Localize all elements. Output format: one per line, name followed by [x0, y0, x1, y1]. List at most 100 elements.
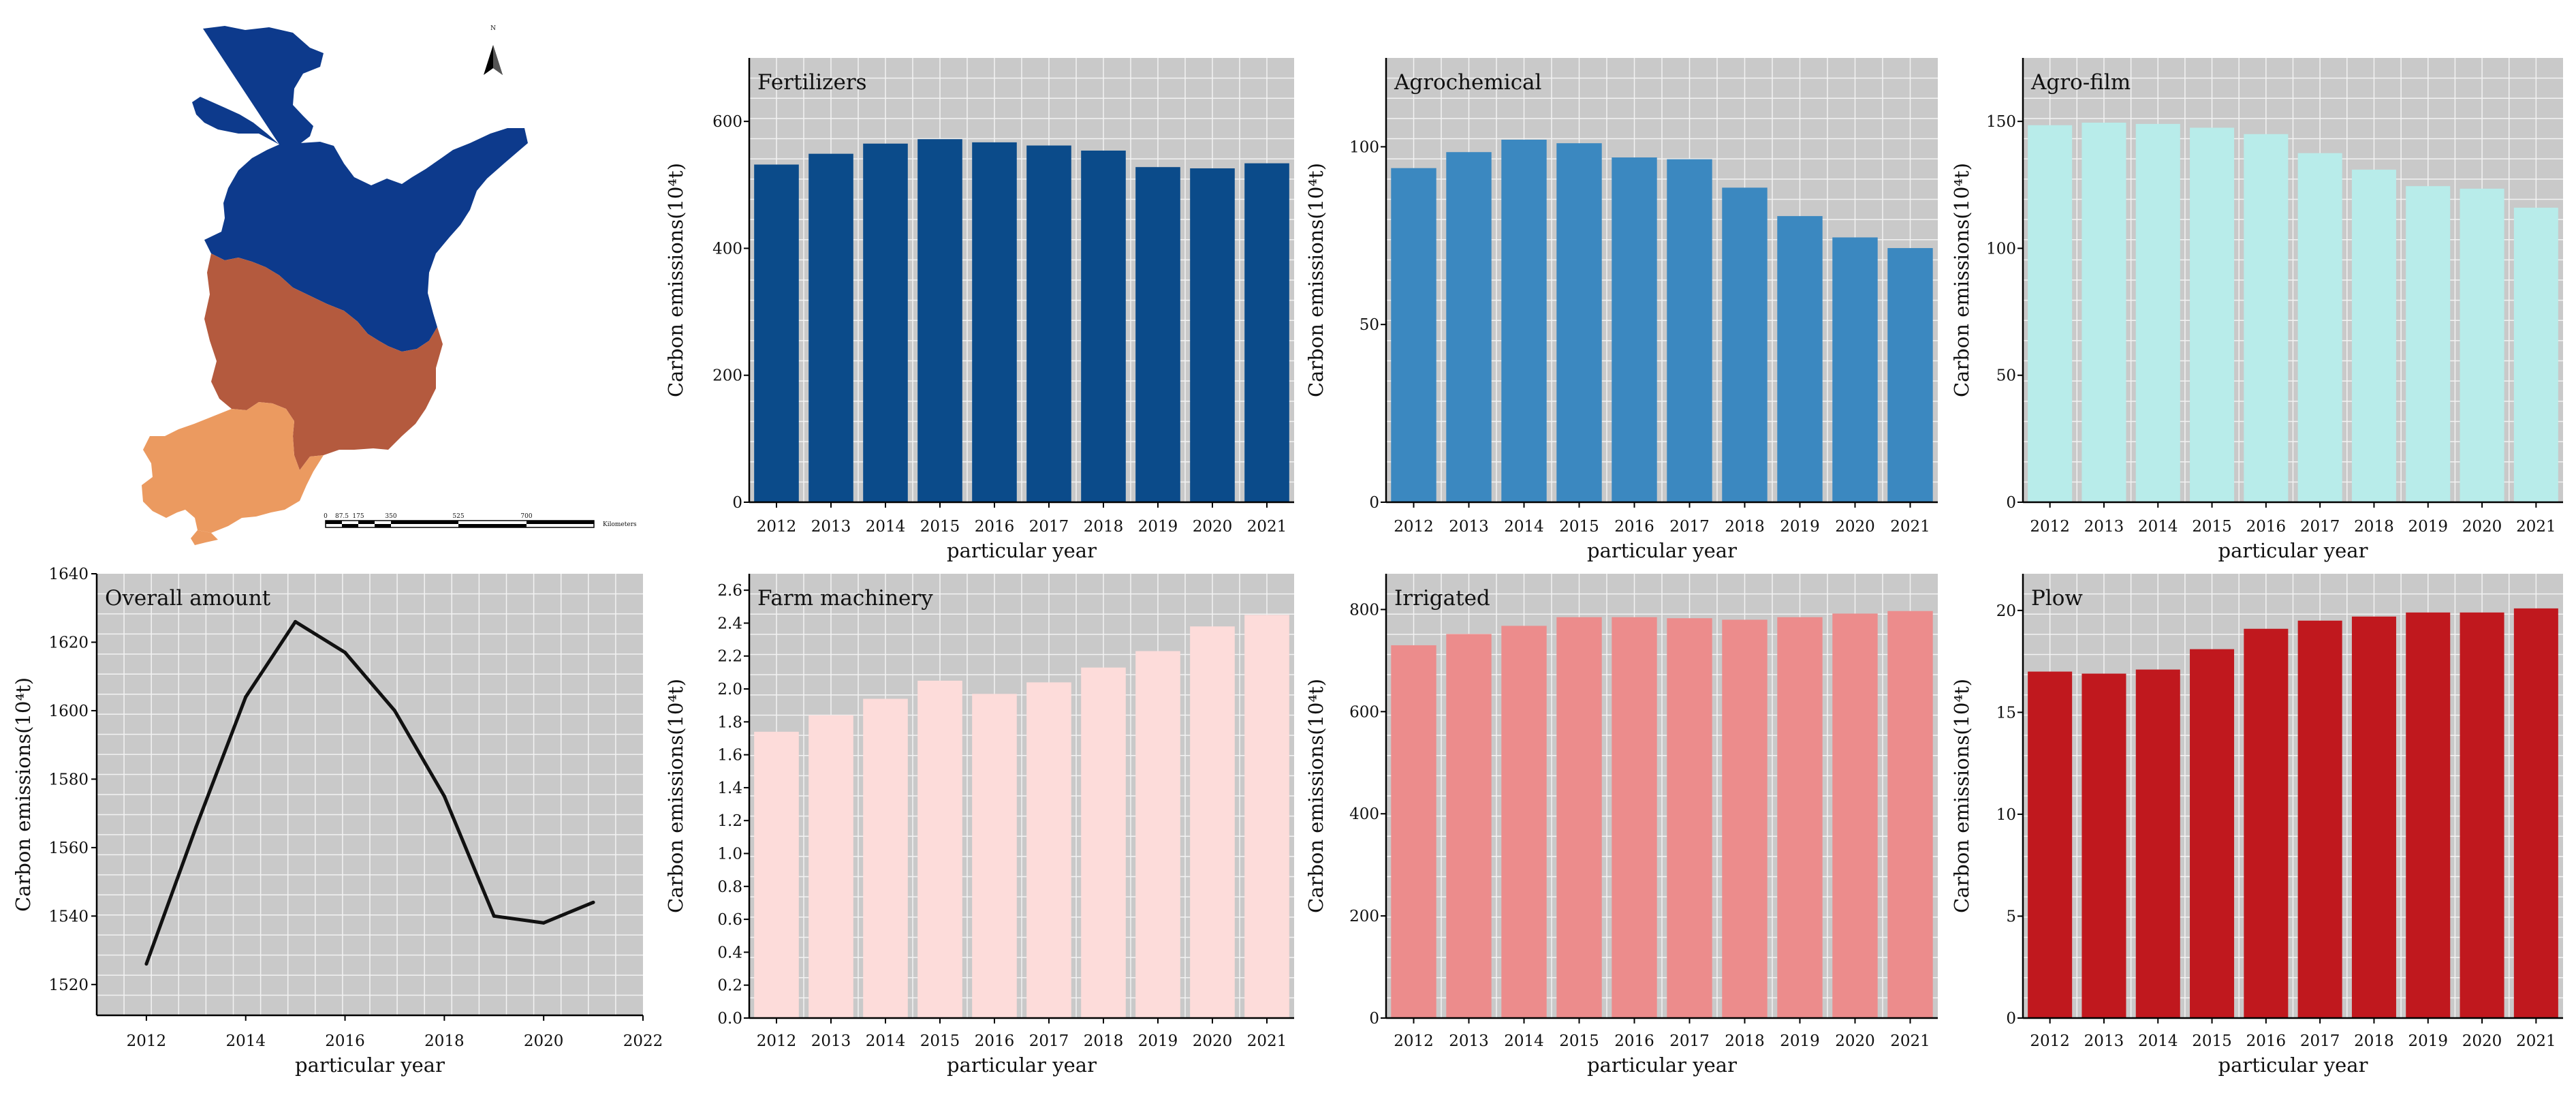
scale-unit-label: Kilometers	[603, 521, 637, 528]
bar	[1026, 145, 1071, 503]
bar	[1777, 617, 1823, 1018]
y-tick-label: 50	[1360, 316, 1379, 334]
chart-panel-farm-machinery: 2012 2013 2014 2015 2016 2017 2018 2019 2020 2021…	[664, 574, 1294, 1077]
x-tick-label: 2013	[2084, 1032, 2124, 1050]
x-tick-label: 2014	[225, 1032, 266, 1050]
bar	[1612, 617, 1657, 1018]
y-tick-label: 1520	[48, 976, 89, 994]
scale-label: 525	[452, 513, 464, 520]
bar	[1722, 187, 1768, 502]
x-tick-label: 2021	[1247, 1032, 1287, 1050]
x-tick-label: 2021	[1890, 518, 1930, 536]
y-tick-label: 1.8	[717, 713, 742, 731]
bar	[1832, 613, 1878, 1018]
bar	[1556, 617, 1602, 1018]
scale-label: 0	[324, 513, 328, 520]
bar	[1244, 163, 1289, 503]
x-tick-label: 2020	[524, 1032, 564, 1050]
y-axis-label: Carbon emissions(10⁴t)	[664, 163, 687, 397]
y-tick-label: 1.4	[717, 780, 742, 797]
x-tick-label: 2021	[1890, 1032, 1930, 1050]
bar	[2082, 123, 2126, 502]
scale-bar	[325, 520, 595, 528]
chart-panel-fertilizers: 2012 2013 2014 2015 2016 2017 2018 2019 2020 2021…	[664, 58, 1294, 562]
y-tick-label: 2.6	[717, 582, 742, 600]
data-point	[392, 709, 396, 713]
y-tick-label: 0	[732, 494, 742, 512]
y-axis-label: Carbon emissions(10⁴t)	[1950, 163, 1973, 397]
chart-title: Agrochemical	[1394, 70, 1541, 95]
y-tick-label: 0.2	[717, 977, 742, 995]
bar	[1190, 626, 1235, 1018]
x-tick-label: 2015	[1559, 1032, 1599, 1050]
y-tick-label: 2.0	[717, 681, 742, 698]
bar	[1722, 619, 1768, 1018]
x-tick-label: 2012	[757, 518, 797, 536]
x-tick-label: 2020	[1835, 1032, 1875, 1050]
bar	[1501, 626, 1547, 1018]
bar	[2513, 608, 2558, 1018]
y-axis-label: Carbon emissions(10⁴t)	[1304, 163, 1328, 397]
x-tick-label: 2017	[1669, 1032, 1710, 1050]
y-tick-label: 200	[1349, 908, 1379, 925]
x-tick-label: 2014	[2138, 518, 2178, 536]
x-tick-label: 2021	[2516, 518, 2556, 536]
x-tick-label: 2012	[1394, 518, 1434, 536]
chart-panel-plow: 2012 2013 2014 2015 2016 2017 2018 2019 2020 2021…	[1950, 574, 2563, 1077]
y-tick-label: 600	[1349, 703, 1379, 721]
x-tick-label: 2014	[866, 1032, 906, 1050]
bar	[2460, 188, 2504, 502]
bar	[754, 731, 799, 1018]
x-tick-label: 2013	[1449, 1032, 1489, 1050]
bar	[1135, 167, 1180, 502]
x-tick-label: 2019	[2408, 518, 2448, 536]
x-tick-label: 2018	[1084, 1032, 1124, 1050]
x-tick-label: 2018	[1725, 518, 1765, 536]
x-tick-label: 2019	[2408, 1032, 2448, 1050]
map-region-north	[192, 26, 528, 352]
y-axis-label: Carbon emissions(10⁴t)	[1950, 679, 1973, 913]
data-point	[442, 795, 446, 799]
series-line	[144, 619, 595, 965]
x-tick-label: 2012	[1394, 1032, 1434, 1050]
x-tick-label: 2018	[1084, 518, 1124, 536]
x-tick-label: 2018	[1725, 1032, 1765, 1050]
y-tick-label: 200	[712, 367, 742, 385]
chart-title: Overall amount	[105, 586, 271, 611]
bar	[808, 153, 853, 502]
chart-title: Plow	[2031, 586, 2083, 611]
x-axis-label: particular year	[947, 539, 1097, 562]
x-tick-label: 2012	[757, 1032, 797, 1050]
north-arrow-icon	[484, 45, 503, 75]
x-tick-label: 2012	[127, 1032, 167, 1050]
chart-panel-agro-film: 2012 2013 2014 2015 2016 2017 2018 2019 2020 2021…	[1950, 58, 2563, 562]
bar	[1887, 248, 1933, 502]
data-point	[343, 651, 347, 655]
x-tick-label: 2013	[811, 1032, 851, 1050]
bar	[1081, 150, 1126, 502]
x-tick-label: 2018	[2354, 1032, 2394, 1050]
x-tick-label: 2017	[1669, 518, 1710, 536]
x-axis-label: particular year	[1587, 1053, 1737, 1077]
data-point	[244, 695, 248, 699]
data-point	[294, 619, 298, 624]
y-tick-label: 0.6	[717, 911, 742, 929]
bar	[1190, 168, 1235, 502]
y-tick-label: 50	[1996, 367, 2016, 385]
x-tick-label: 2015	[2192, 518, 2232, 536]
bar	[2406, 612, 2451, 1018]
chart-title: Fertilizers	[757, 70, 867, 95]
x-tick-label: 2017	[1029, 518, 1069, 536]
bar	[1556, 143, 1602, 502]
x-tick-label: 2013	[811, 518, 851, 536]
region-map: N 0 87.5 175 350 525 700 Kilometers	[142, 25, 637, 545]
x-tick-label: 2022	[623, 1032, 663, 1050]
y-tick-label: 0.4	[717, 944, 742, 961]
bar	[2135, 669, 2180, 1018]
x-tick-label: 2018	[2354, 518, 2394, 536]
x-tick-label: 2016	[975, 518, 1015, 536]
x-tick-label: 2015	[2192, 1032, 2232, 1050]
bar	[754, 164, 799, 503]
x-tick-label: 2020	[1835, 518, 1875, 536]
x-tick-label: 2016	[2246, 518, 2287, 536]
